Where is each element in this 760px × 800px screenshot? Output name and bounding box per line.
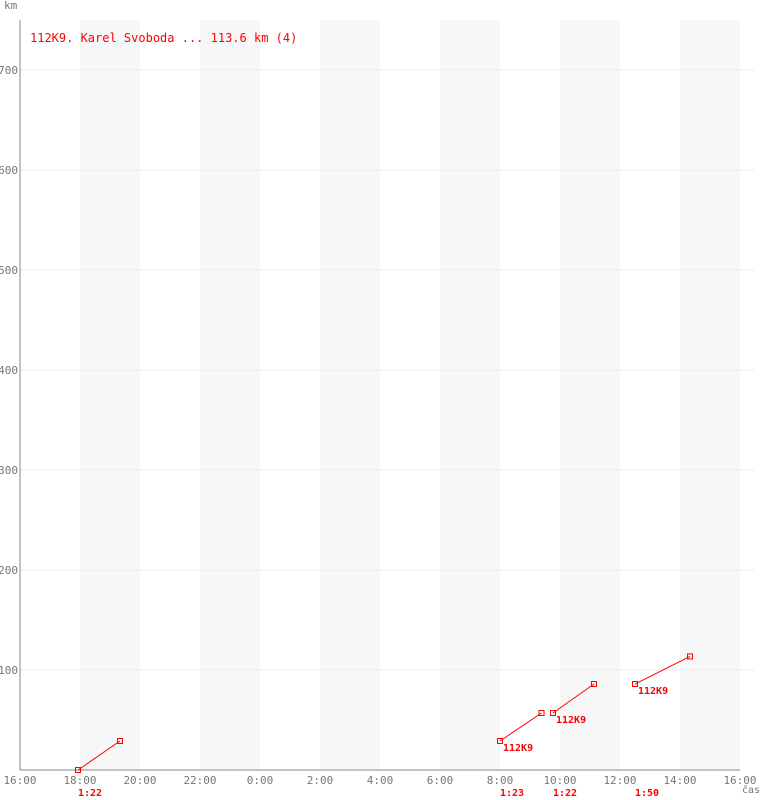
segment-point: [538, 710, 545, 716]
x-tick-label: 16:00: [723, 774, 756, 787]
stripe: [560, 20, 620, 770]
segment-line: [499, 712, 542, 742]
x-tick-label: 4:00: [367, 774, 394, 787]
stripe: [440, 20, 500, 770]
y-tick-label: 200: [0, 564, 18, 577]
segment-point: [632, 681, 638, 687]
x-axis-label: čas: [742, 784, 760, 796]
x-tick-label: 18:00: [63, 774, 96, 787]
segment-point: [117, 738, 123, 744]
duration-label: 1:23: [500, 788, 524, 799]
stripe: [200, 20, 260, 770]
background-stripes: [80, 20, 740, 770]
duration-label: 1:22: [78, 788, 102, 799]
y-tick-label: 700: [0, 64, 18, 77]
y-tick-label: 500: [0, 264, 18, 277]
axes: 16:00 18:00 20:00 22:00 0:00 2:00 4:00 6:00 8:00…: [3, 20, 757, 787]
segment-line: [634, 655, 691, 685]
segment-point: [687, 653, 693, 660]
stripe: [80, 20, 140, 770]
segment-point: [497, 738, 503, 744]
y-tick-label: 100: [0, 664, 18, 677]
x-tick-label: 10:00: [543, 774, 576, 787]
x-tick-label: 14:00: [663, 774, 696, 787]
segment-line: [552, 683, 595, 714]
duration-label: 1:22: [553, 788, 577, 799]
y-tick-label: 300: [0, 464, 18, 477]
chart-title: 112K9. Karel Svoboda ... 113.6 km (4): [30, 31, 297, 45]
y-tick-label: 600: [0, 164, 18, 177]
x-tick-label: 8:00: [487, 774, 514, 787]
y-tick-label: 400: [0, 364, 18, 377]
duration-label: 1:50: [635, 788, 659, 799]
segment-point: [550, 710, 556, 716]
segment-point: [75, 767, 81, 773]
x-tick-label: 6:00: [427, 774, 454, 787]
series-marks: 1:22 112K9 1:23 112K9 1:22 112K9 1:50: [75, 653, 693, 799]
x-tick-label: 22:00: [183, 774, 216, 787]
x-tick-label: 20:00: [123, 774, 156, 787]
segment-label: 112K9: [503, 743, 533, 754]
segment-label: 112K9: [638, 686, 668, 697]
y-axis-label: km: [4, 0, 18, 12]
stripe: [320, 20, 380, 770]
x-tick-label: 16:00: [3, 774, 36, 787]
x-tick-label: 12:00: [603, 774, 636, 787]
segment-point: [591, 681, 597, 687]
segment-label: 112K9: [556, 715, 586, 726]
grid-lines: 100 200 300 400 500 600 700: [0, 64, 755, 677]
x-tick-label: 0:00: [247, 774, 274, 787]
stripe: [680, 20, 740, 770]
segment-line: [77, 740, 121, 771]
x-tick-label: 2:00: [307, 774, 334, 787]
